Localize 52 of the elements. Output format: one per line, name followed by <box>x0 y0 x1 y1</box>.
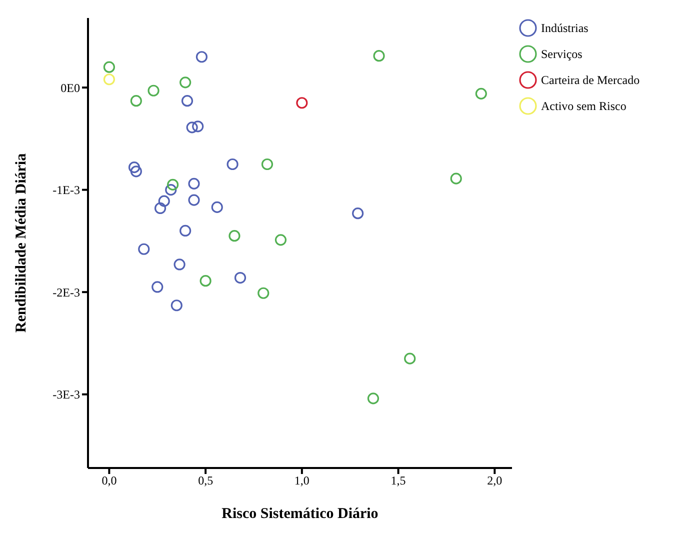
y-tick-label: -1E-3 <box>52 183 80 198</box>
point <box>128 162 140 174</box>
x-tick-label: 1,5 <box>390 474 406 488</box>
x-axis-title: Risco Sistemático Diário <box>222 506 378 522</box>
point <box>167 178 179 191</box>
point <box>148 84 160 96</box>
legend-label: Activo sem Risco <box>541 98 628 114</box>
point <box>373 50 385 62</box>
point <box>103 74 115 86</box>
point <box>258 287 270 299</box>
y-axis-title: Rendibilidade Média Diária <box>13 152 30 333</box>
point <box>352 208 364 220</box>
point <box>188 194 200 206</box>
point <box>188 178 200 190</box>
point <box>234 272 246 284</box>
point <box>296 97 308 109</box>
point <box>130 95 142 107</box>
point <box>261 158 274 170</box>
point <box>367 392 380 404</box>
point <box>103 61 115 73</box>
x-tick-label: 0,5 <box>198 474 214 488</box>
legend-label: Serviços <box>541 46 584 62</box>
point <box>181 95 194 107</box>
point <box>138 243 150 255</box>
point <box>200 275 212 287</box>
point <box>170 300 182 312</box>
point <box>165 184 177 196</box>
point <box>130 166 142 178</box>
y-tick-label: 0E0 <box>60 80 80 95</box>
point <box>196 51 208 63</box>
x-tick-label: 0,0 <box>102 474 117 488</box>
point <box>450 172 462 184</box>
y-tick-label: -3E-3 <box>52 388 80 402</box>
point <box>186 122 198 134</box>
point <box>228 230 240 242</box>
point <box>404 352 416 364</box>
x-tick-label: 2,0 <box>487 474 502 488</box>
legend-label: Carteira de Mercado <box>541 72 641 88</box>
point <box>174 258 186 270</box>
point <box>154 202 166 214</box>
point <box>274 234 287 246</box>
point <box>152 281 164 293</box>
y-tick-label: -2E-3 <box>52 285 80 300</box>
x-tick-label: 1,0 <box>294 474 310 488</box>
point <box>180 76 192 88</box>
point <box>158 195 170 207</box>
point <box>180 224 192 237</box>
point <box>475 88 487 100</box>
legend-label: Indústrias <box>541 20 590 36</box>
point <box>211 201 223 214</box>
point <box>226 158 238 170</box>
point <box>192 120 204 132</box>
